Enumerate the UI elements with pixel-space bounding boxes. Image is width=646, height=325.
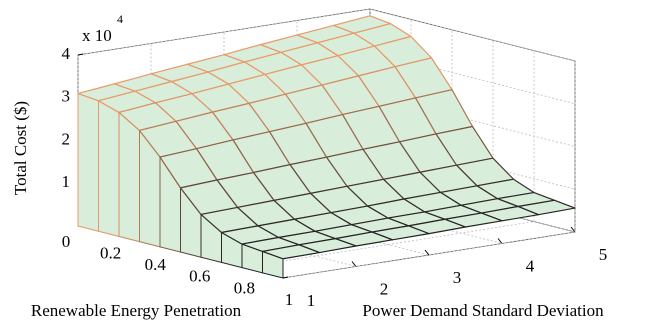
- y-axis-label: Renewable Energy Penetration: [31, 301, 242, 320]
- x-tick: [497, 238, 503, 244]
- surface-cell: [261, 244, 321, 260]
- z-axis-label: Total Cost ($): [11, 101, 30, 195]
- grid-line: [77, 8, 371, 56]
- grid-line: [369, 94, 576, 147]
- x-tick: [570, 226, 576, 233]
- x-tick-label: 1: [307, 291, 316, 310]
- grid-line: [241, 221, 535, 268]
- grid-line: [369, 51, 576, 105]
- y-tick-label: 0.4: [145, 255, 167, 274]
- x-tick-label: 2: [380, 279, 389, 298]
- grid-line: [282, 231, 576, 279]
- y-tick-label: 0.2: [100, 244, 121, 263]
- x-axis-label: Power Demand Standard Deviation: [362, 301, 604, 320]
- grid-line: [369, 8, 576, 62]
- z-tick-label: 2: [62, 129, 71, 148]
- z-tick-label: 1: [62, 172, 71, 191]
- x-tick-label: 5: [599, 245, 608, 264]
- x-tick: [424, 249, 430, 256]
- z-tick: [77, 53, 84, 56]
- z-multiplier: x 10: [82, 26, 112, 45]
- x-tick-label: 3: [453, 268, 462, 287]
- z-tick-label: 3: [62, 87, 71, 106]
- y-tick-label: 0.6: [189, 267, 210, 286]
- y-tick-label: 0.8: [234, 278, 255, 297]
- x-tick-label: 4: [526, 256, 535, 275]
- y-tick: [282, 276, 289, 279]
- y-tick-label: 1: [285, 290, 294, 309]
- z-multiplier-exponent: 4: [117, 12, 123, 26]
- y-tick-label: 0: [62, 232, 71, 251]
- x-tick: [351, 261, 357, 267]
- curtain: [98, 99, 120, 238]
- curtain: [118, 111, 140, 243]
- curtain: [77, 92, 99, 232]
- z-tick-label: 4: [62, 44, 71, 63]
